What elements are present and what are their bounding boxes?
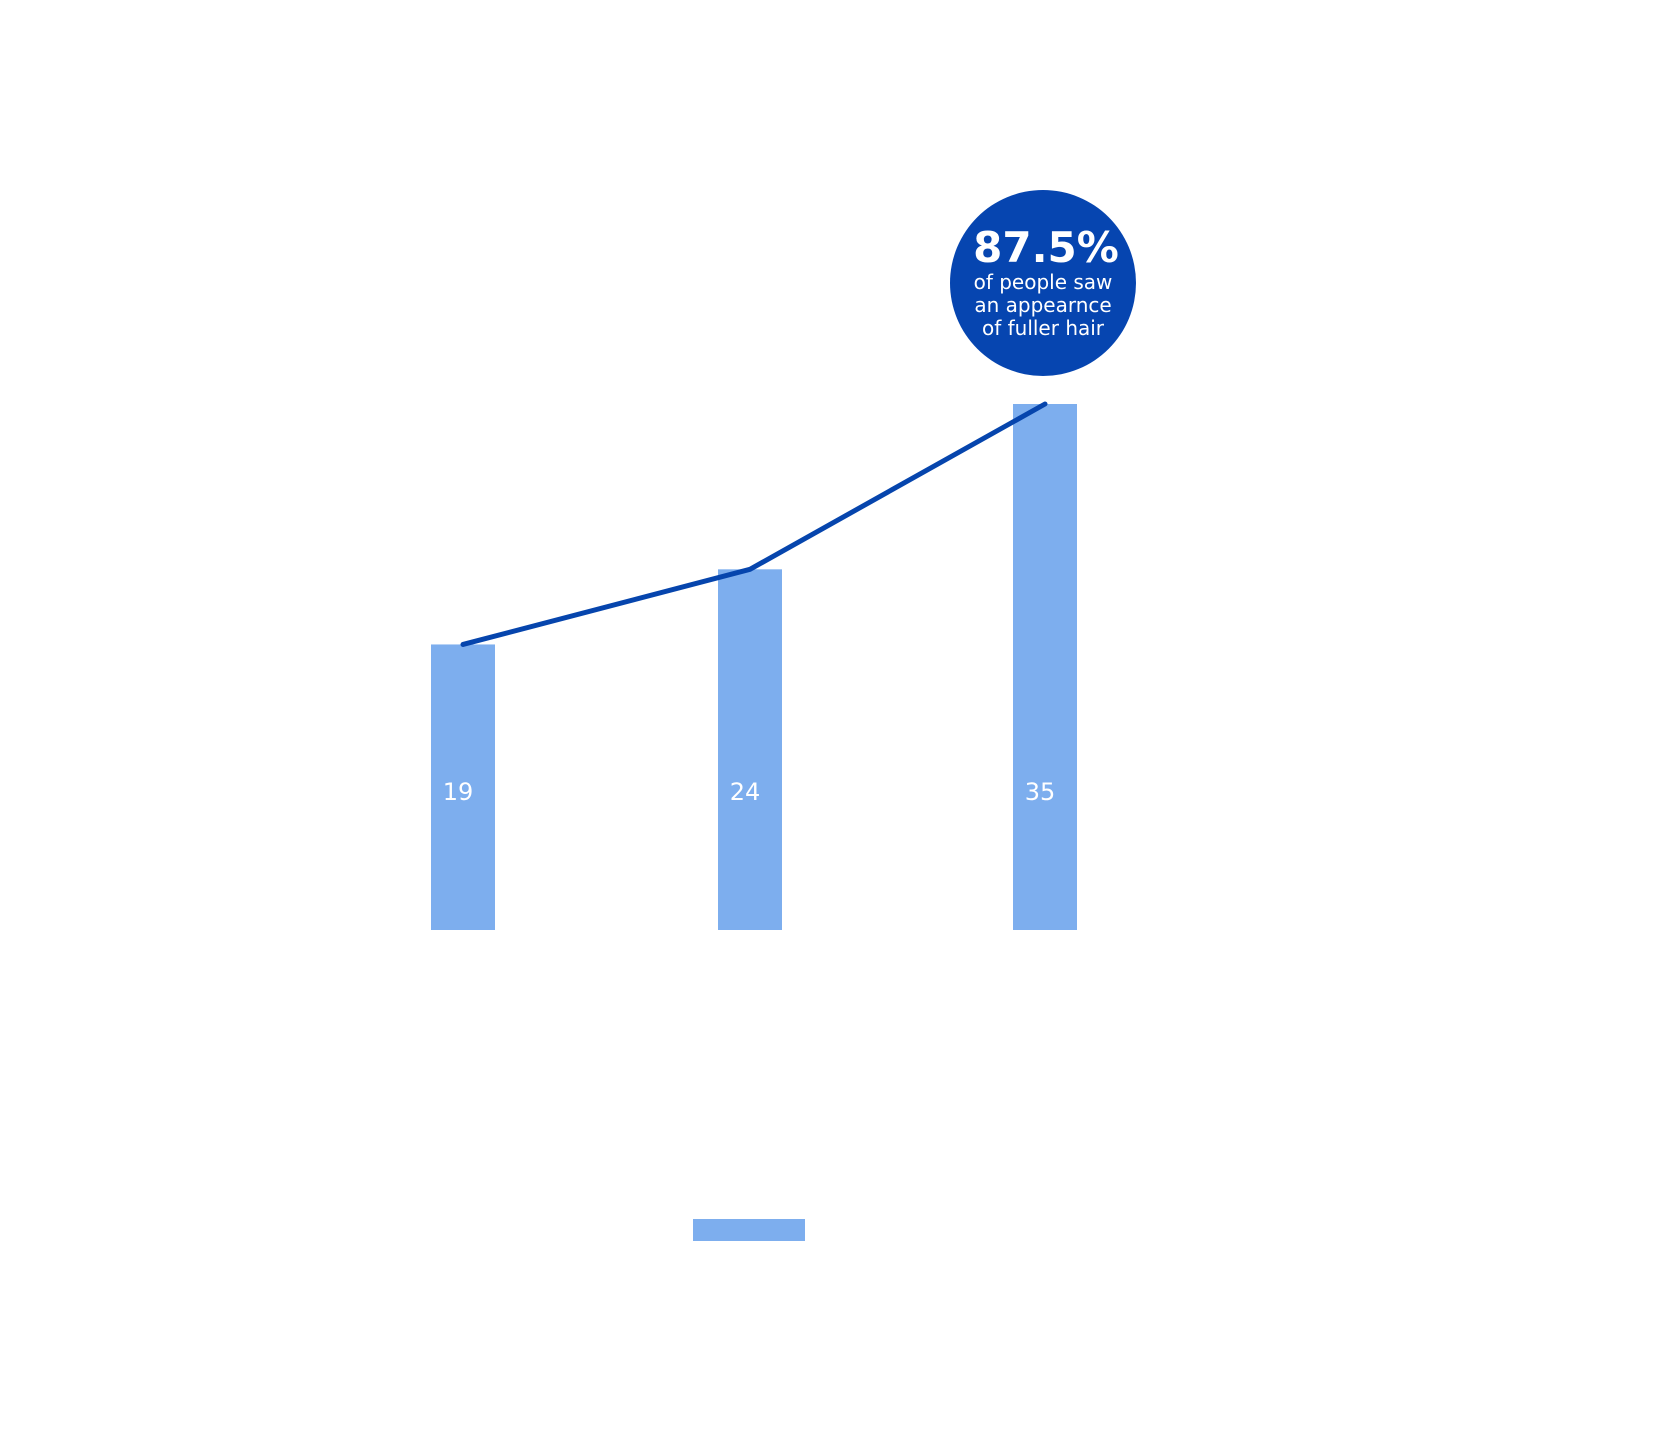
callout-circle	[950, 190, 1136, 376]
legend	[693, 1219, 805, 1241]
callout-line-3: of fuller hair	[982, 316, 1105, 340]
bar-2	[718, 569, 782, 930]
callout-line-1: of people saw	[974, 270, 1113, 294]
bar-1	[431, 644, 495, 930]
legend-swatch	[693, 1219, 805, 1241]
callout-badge: 87.5% of people saw an appearnce of full…	[950, 190, 1136, 376]
callout-line-2: an appearnce	[974, 293, 1111, 317]
callout-value: 87.5%	[973, 223, 1119, 272]
bar-3	[1013, 404, 1077, 930]
bar-value-label-1: 19	[443, 778, 474, 806]
data-labels: 19 24 35	[443, 778, 1056, 806]
trend-line	[460, 401, 1048, 647]
bar-value-label-2: 24	[730, 778, 761, 806]
bar-value-label-3: 35	[1025, 778, 1056, 806]
bars	[431, 404, 1077, 930]
